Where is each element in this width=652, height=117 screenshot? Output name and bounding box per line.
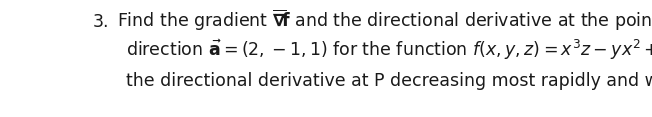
Text: the directional derivative at P decreasing most rapidly and what is its value?: the directional derivative at P decreasi… [126,72,652,90]
Text: 3.: 3. [93,13,109,31]
Text: direction $\mathbf{\vec{a}}=(2,-1,1)$ for the function $f(x,y,z)=x^3z-yx^2+z^2$.: direction $\mathbf{\vec{a}}=(2,-1,1)$ fo… [126,38,652,62]
Text: Find the gradient $\mathbf{\overline{\nabla}}\!\mathbf{f}$ and the directional d: Find the gradient $\mathbf{\overline{\na… [117,8,652,33]
